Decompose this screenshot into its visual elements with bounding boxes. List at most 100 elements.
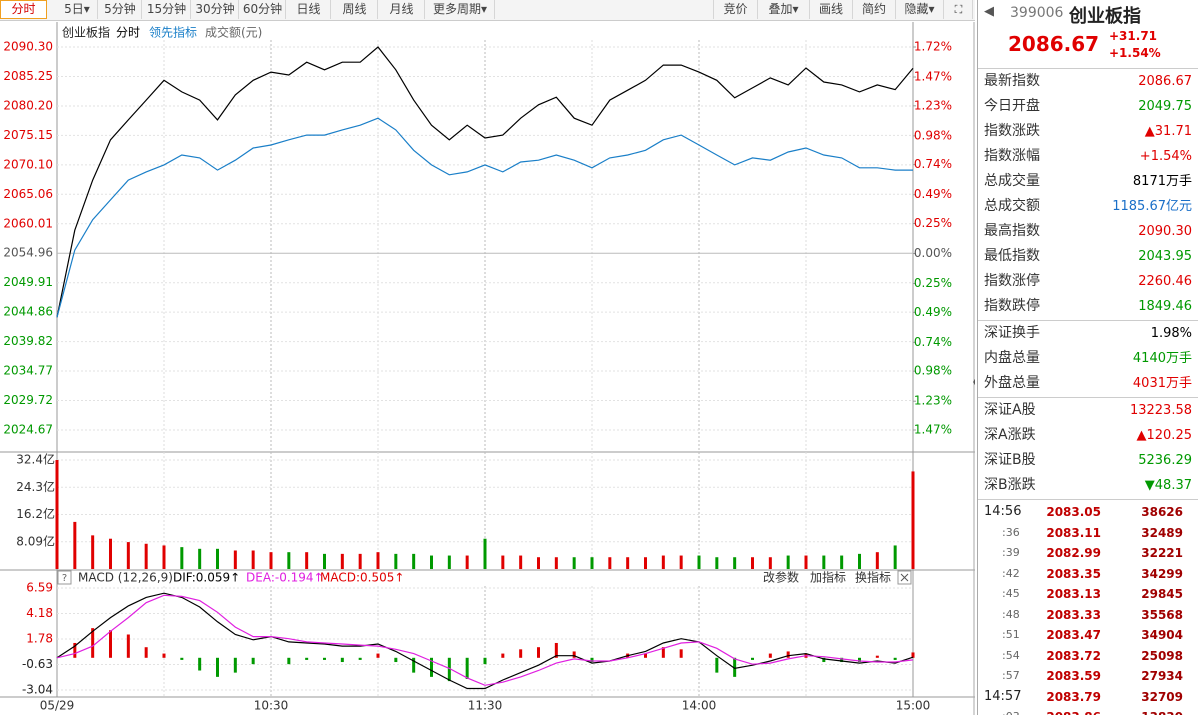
stat-label: 总成交量: [984, 173, 1040, 189]
tab[interactable]: 15分钟: [143, 0, 191, 19]
y2-tick-label: 1.47%: [914, 423, 952, 437]
y2-tick-label: 0.25%: [914, 216, 952, 230]
trade-volume: 25098: [1141, 648, 1183, 663]
chart: 创业板指 分时 领先指标 成交额(元) ? MACD (12,26,9) DIF…: [0, 22, 975, 715]
y-tick-label: 2049.91: [3, 275, 53, 289]
macd-bar: [911, 652, 915, 658]
volume-bar: [198, 548, 202, 569]
trade-row: :42 2083.35 34299: [978, 564, 1198, 584]
collapse-arrow[interactable]: [973, 376, 975, 388]
tab[interactable]: 30分钟: [192, 0, 239, 19]
fullscreen-button[interactable]: ⛶: [945, 0, 973, 19]
legend-entry: MACD:0.505↑: [320, 571, 404, 585]
macd-bar: [109, 630, 112, 658]
tool-button[interactable]: 隐藏▾: [895, 0, 944, 19]
macd-bar: [644, 653, 647, 658]
trade-price: 2083.79: [1046, 689, 1101, 704]
tab[interactable]: 60分钟: [240, 0, 286, 19]
volume-bar: [323, 553, 326, 569]
volume-bar: [608, 557, 612, 569]
separator: [978, 499, 1198, 500]
macd-bar: [287, 657, 291, 665]
y-tick-label: 8.09亿: [16, 533, 55, 548]
stat-value: 2043.95: [1138, 249, 1192, 264]
volume-bar: [358, 553, 362, 569]
volume-bar: [519, 555, 523, 569]
close-icon: [900, 573, 909, 582]
macd-bar: [679, 649, 683, 658]
trade-row: :57 2083.59 27934: [978, 666, 1198, 686]
volume-bar: [715, 557, 719, 569]
y2-tick-label: 0.49%: [914, 305, 952, 319]
volume-bar: [305, 552, 309, 569]
stat-label: 今日开盘: [984, 98, 1040, 114]
volume-bar: [644, 557, 647, 569]
y2-tick-label: 1.23%: [914, 394, 952, 408]
volume-bar: [875, 552, 879, 569]
tab[interactable]: 周线: [332, 0, 378, 19]
stat-value: 1.98%: [1150, 326, 1192, 341]
volume-bar: [804, 555, 808, 569]
trade-volume: 38626: [1141, 505, 1183, 519]
volume-bar: [447, 555, 451, 569]
tab[interactable]: 日线: [287, 0, 331, 19]
tab[interactable]: 月线: [379, 0, 425, 19]
stat-row: 总成交量 8171万手: [978, 169, 1198, 194]
x-tick-label: 11:30: [468, 699, 503, 713]
volume-bar: [180, 547, 184, 569]
stat-row: 指数涨跌 ▲31.71: [978, 119, 1198, 144]
button[interactable]: 改参数: [763, 570, 799, 585]
trade-price: 2083.13: [1046, 587, 1101, 601]
volume-bar: [537, 557, 540, 569]
button[interactable]: 加指标: [810, 570, 846, 585]
trade-time: :03: [1002, 707, 1020, 715]
stat-value: 2049.75: [1138, 99, 1192, 114]
tab[interactable]: 5日▾: [57, 0, 98, 19]
tab[interactable]: 5分钟: [99, 0, 142, 19]
stat-label: 指数涨停: [984, 273, 1040, 289]
legend-entry: 分时: [116, 26, 140, 40]
y-tick-label: 2024.67: [3, 423, 53, 437]
volume-bar: [91, 535, 95, 569]
macd-bar: [786, 651, 790, 658]
volume-bar: [55, 460, 59, 569]
button[interactable]: 换指标: [855, 570, 891, 585]
y-tick-label: 16.2亿: [16, 506, 55, 521]
stat-label: 深B涨跌: [984, 477, 1036, 493]
y2-tick-label: 1.23%: [914, 98, 952, 112]
stat-row: 指数涨停 2260.46: [978, 269, 1198, 294]
trade-row: :45 2083.13 29845: [978, 584, 1198, 604]
macd-bar: [554, 642, 558, 658]
y-tick-label: 2090.30: [3, 40, 53, 54]
volume-bar: [590, 557, 594, 569]
macd-bar: [126, 634, 130, 658]
macd-bar: [590, 657, 594, 663]
toolbar: 分时 5日▾ 5分钟 15分钟 30分钟 60分钟 日线 周线 月线 更多周期▾ 竞价 叠加▾ 画线 简约…: [0, 0, 975, 21]
trade-price: 2083.59: [1046, 669, 1101, 683]
stat-value: 2086.67: [1138, 74, 1192, 89]
stat-label: 指数跌停: [984, 298, 1040, 314]
macd-bar: [394, 657, 398, 663]
stat-label: 最低指数: [984, 248, 1040, 264]
y-tick-label: 2065.06: [3, 187, 53, 201]
help-icon[interactable]: [57, 570, 72, 585]
stat-label: 指数涨幅: [984, 148, 1040, 164]
trade-row: :54 2083.72 25098: [978, 646, 1198, 666]
macd-bar: [822, 657, 826, 663]
tab[interactable]: 分时: [0, 0, 47, 19]
back-arrow[interactable]: ◀: [984, 4, 994, 19]
volume-bar: [483, 538, 487, 569]
tab[interactable]: 更多周期▾: [426, 0, 495, 19]
index-pct: +1.54%: [1109, 46, 1161, 60]
stat-label: 外盘总量: [984, 375, 1040, 391]
trade-price: 2083.05: [1046, 505, 1101, 519]
trade-price: 2083.35: [1046, 566, 1101, 581]
volume-bar: [465, 555, 469, 569]
y-tick-label: 24.3亿: [16, 479, 55, 494]
stat-row: 内盘总量 4140万手: [978, 346, 1198, 371]
series-line: [56, 117, 913, 318]
stat-value: +1.54%: [1139, 149, 1192, 164]
series-line: [56, 594, 914, 686]
trade-row: :03 2083.86 13830: [978, 707, 1198, 715]
y-tick-label: -3.04: [22, 683, 53, 697]
